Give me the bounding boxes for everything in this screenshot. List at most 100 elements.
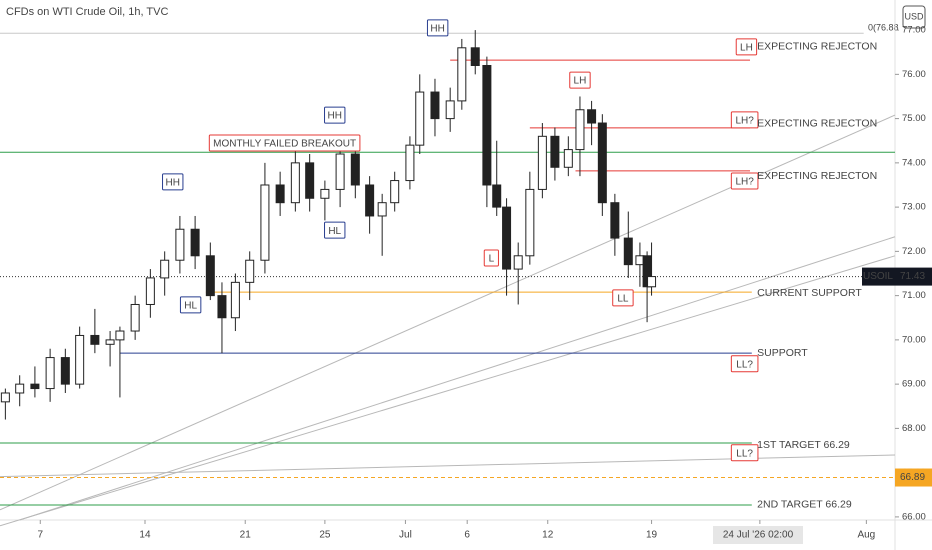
candle-body bbox=[365, 184, 375, 217]
level-label: CURRENT SUPPORT bbox=[757, 287, 862, 299]
annotation-label: HL bbox=[184, 301, 197, 312]
x-tick-label: 21 bbox=[240, 530, 252, 541]
level-label: EXPECTING REJECTON bbox=[757, 118, 877, 130]
candle-body bbox=[525, 188, 535, 257]
candle-body bbox=[445, 100, 455, 120]
candle-body bbox=[647, 276, 657, 288]
y-tick-label: 75.00 bbox=[902, 113, 926, 124]
x-tick-label: 7 bbox=[37, 530, 43, 541]
candle-body bbox=[457, 47, 467, 102]
candle-body bbox=[115, 330, 125, 341]
annotation-label: LH bbox=[574, 76, 587, 87]
marker-price-label: 66.89 bbox=[900, 472, 925, 483]
annotation-label: LH? bbox=[735, 177, 754, 188]
candle-body bbox=[320, 188, 330, 199]
y-tick-label: 73.00 bbox=[902, 202, 926, 213]
candle-body bbox=[105, 339, 115, 345]
y-tick-label: 66.00 bbox=[902, 511, 926, 522]
annotation-label: HH bbox=[166, 178, 180, 189]
annotation-label: HL bbox=[328, 226, 341, 237]
annotation-label: LL bbox=[617, 293, 629, 304]
candle-body bbox=[30, 383, 40, 390]
annotation-box bbox=[730, 444, 759, 462]
candle-body bbox=[15, 383, 25, 394]
candle-body bbox=[415, 91, 425, 146]
candle-body bbox=[217, 295, 227, 319]
candle-body bbox=[513, 255, 523, 270]
candle-body bbox=[550, 135, 560, 168]
top-value: 0(76.88 bbox=[868, 22, 899, 32]
currency: USD bbox=[904, 11, 924, 21]
candle-body bbox=[90, 334, 100, 345]
x-tick-label: Aug bbox=[857, 530, 875, 541]
annotation-box bbox=[179, 296, 202, 314]
x-tick-label: Jul bbox=[399, 530, 412, 541]
candle-body bbox=[130, 303, 140, 332]
annotation-label: LL? bbox=[736, 448, 753, 459]
annotation-box bbox=[730, 172, 759, 190]
x-tick-label: 14 bbox=[139, 530, 151, 541]
y-tick-label: 77.00 bbox=[902, 25, 926, 36]
annotation-box bbox=[735, 38, 758, 56]
candle-body bbox=[405, 144, 415, 182]
level-label: 1ST TARGET 66.29 bbox=[757, 439, 850, 451]
annotation-label: HH bbox=[430, 24, 444, 35]
last-price-label: 71.43 bbox=[900, 271, 925, 282]
candle-body bbox=[377, 202, 387, 217]
candle-body bbox=[290, 162, 300, 204]
last-price-badge bbox=[895, 267, 932, 286]
candle-body bbox=[537, 135, 547, 190]
x-tick-label: 19 bbox=[646, 530, 658, 541]
candle-body bbox=[502, 206, 512, 270]
level-label: SUPPORT bbox=[757, 347, 808, 359]
candle-body bbox=[492, 184, 502, 208]
annotation-label: LH bbox=[740, 43, 753, 54]
candle-body bbox=[597, 122, 607, 204]
candle-body bbox=[260, 184, 270, 261]
annotation-box bbox=[162, 173, 184, 191]
candle-body bbox=[175, 228, 185, 261]
candle-body bbox=[205, 255, 215, 297]
y-tick-label: 72.00 bbox=[902, 246, 926, 257]
symbol-badge bbox=[862, 267, 895, 286]
x-tick-label: 25 bbox=[319, 530, 331, 541]
candle-body bbox=[0, 392, 10, 403]
candle-body bbox=[305, 162, 315, 199]
symbol-label: USOIL bbox=[863, 271, 893, 282]
annotation-box bbox=[426, 19, 449, 37]
chart-title: CFDs on WTI Crude Oil, 1h, TVC bbox=[6, 6, 168, 18]
candle-body bbox=[610, 202, 620, 239]
annotation-box bbox=[569, 71, 591, 89]
annotation-box bbox=[208, 134, 361, 152]
candle-body bbox=[160, 259, 170, 279]
x-tick-label: 12 bbox=[542, 530, 554, 541]
annotation-box bbox=[730, 111, 759, 129]
candle-body bbox=[390, 180, 400, 204]
annotation-label: MONTHLY FAILED BREAKOUT bbox=[213, 139, 356, 150]
candle-body bbox=[230, 281, 240, 319]
y-tick-label: 68.00 bbox=[902, 423, 926, 434]
currency-box[interactable] bbox=[902, 5, 926, 29]
candle-body bbox=[623, 237, 633, 266]
annotation-box bbox=[612, 289, 634, 307]
candle-body bbox=[145, 277, 155, 305]
annotation-box bbox=[483, 249, 499, 267]
candle-body bbox=[190, 228, 200, 257]
candle-body bbox=[430, 91, 440, 120]
y-tick-label: 74.00 bbox=[902, 157, 926, 168]
annotation-box bbox=[730, 355, 759, 373]
marker-price-badge bbox=[895, 468, 932, 487]
y-tick-label: 71.00 bbox=[902, 290, 926, 301]
annotation-label: LH? bbox=[735, 116, 754, 127]
candle-body bbox=[575, 109, 585, 151]
candle-body bbox=[275, 184, 285, 204]
candle-body bbox=[587, 109, 597, 124]
candle-body bbox=[60, 357, 70, 385]
y-tick-label: 76.00 bbox=[902, 69, 926, 80]
annotation-box bbox=[324, 221, 346, 239]
level-label: EXPECTING REJECTON bbox=[757, 41, 877, 53]
candle-body bbox=[245, 259, 255, 283]
candle-body bbox=[75, 334, 85, 385]
level-label: EXPECTING REJECTON bbox=[757, 170, 877, 182]
